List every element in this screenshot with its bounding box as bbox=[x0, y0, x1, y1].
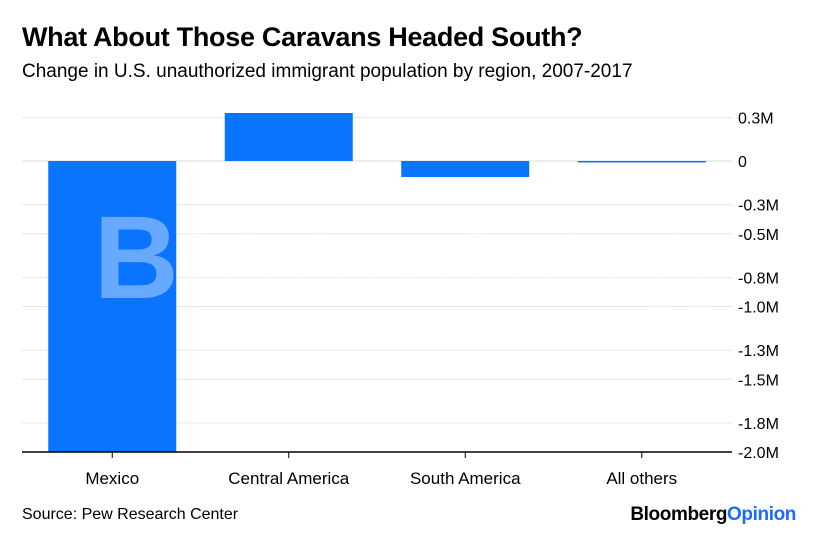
chart-subtitle: Change in U.S. unauthorized immigrant po… bbox=[22, 61, 633, 82]
y-tick-label: -0.5M bbox=[738, 227, 779, 244]
y-tick-label: -1.0M bbox=[738, 300, 779, 317]
watermark: Bloomberg bbox=[94, 192, 717, 324]
y-tick-label: 0 bbox=[738, 154, 747, 171]
x-tick-label: South America bbox=[410, 469, 521, 488]
y-tick-label: 0.3M bbox=[738, 110, 774, 127]
bar bbox=[48, 161, 177, 452]
brand-main: Bloomberg bbox=[630, 504, 728, 525]
y-tick-label: -1.5M bbox=[738, 372, 779, 389]
brand-logo: BloombergOpinion bbox=[630, 504, 796, 526]
source-note: Source: Pew Research Center bbox=[22, 506, 239, 523]
y-tick-label: -1.8M bbox=[738, 416, 779, 433]
y-tick-label: -2.0M bbox=[738, 445, 779, 462]
x-tick-label: All others bbox=[606, 469, 677, 488]
bar bbox=[577, 161, 706, 163]
x-tick-label: Central America bbox=[228, 469, 349, 488]
brand-accent: Opinion bbox=[727, 504, 796, 525]
bar bbox=[224, 112, 353, 161]
y-tick-label: -0.8M bbox=[738, 270, 779, 287]
x-tick-label: Mexico bbox=[85, 469, 139, 488]
chart-title: What About Those Caravans Headed South? bbox=[22, 22, 583, 52]
bar bbox=[401, 161, 530, 178]
y-tick-label: -0.3M bbox=[738, 198, 779, 215]
y-tick-label: -1.3M bbox=[738, 343, 779, 360]
